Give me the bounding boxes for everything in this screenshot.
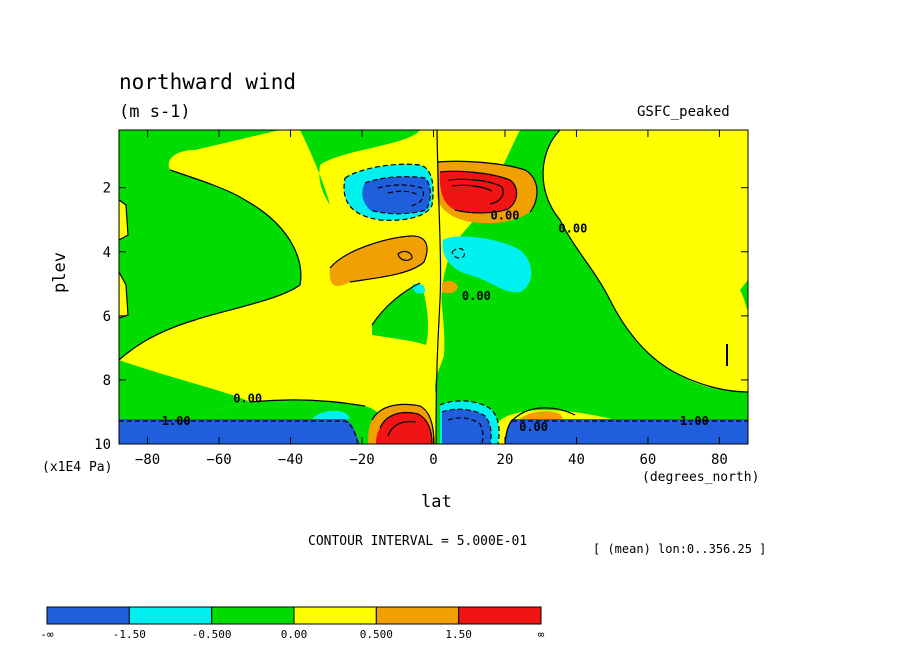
contour-line-west-edge-lower xyxy=(119,271,129,319)
dashed-contour-midlevel-north xyxy=(451,247,465,259)
contour-line-west-edge xyxy=(119,199,129,241)
y-tick-label: 10 xyxy=(94,437,111,453)
dashed-contour-surface xyxy=(119,420,748,444)
x-tick-label: −80 xyxy=(135,452,160,468)
contour-line-near-surface-south-2 xyxy=(379,411,433,444)
x-tick-label: 80 xyxy=(711,452,728,468)
region-orange-midlevel-south xyxy=(329,235,428,287)
colorbar-label: -1.50 xyxy=(113,628,146,641)
contour-label: 0.00 xyxy=(558,222,587,236)
contour-line-upper-north-2 xyxy=(436,160,538,213)
colorbar-label: 0.500 xyxy=(360,628,393,641)
x-tick-label: 40 xyxy=(568,452,585,468)
region-green-tropics-left xyxy=(300,130,420,205)
colorbar-label: -∞ xyxy=(40,628,54,641)
contour-label: 1.00 xyxy=(162,414,191,428)
region-red-near-surface-south xyxy=(376,412,432,444)
contour-zero-line-b xyxy=(542,130,748,393)
contour-line-upper-north-3 xyxy=(447,178,504,205)
colorbar-label: -0.500 xyxy=(192,628,232,641)
x-axis-units: (degrees_north) xyxy=(642,470,760,485)
dashed-contour-near-surface-north-3 xyxy=(447,417,484,444)
region-blue-upper-south xyxy=(362,176,431,214)
region-blue-surface-north xyxy=(505,419,748,444)
contour-zero-line-d xyxy=(249,399,366,407)
contour-line-upper-north-1 xyxy=(439,170,518,214)
contour-label: 0.00 xyxy=(462,289,491,303)
dashed-contour-upper-south-4 xyxy=(387,190,419,196)
contour-line-near-surface-south-1 xyxy=(371,403,435,444)
contour-lines xyxy=(119,130,748,444)
y-axis-label: plev xyxy=(50,252,70,293)
colorbar-swatch-red xyxy=(458,606,542,625)
dashed-contour-upper-south-1 xyxy=(343,163,434,221)
contour-label: 0.00 xyxy=(519,420,548,434)
region-orange-near-equator xyxy=(442,280,458,294)
contour-line-surface-30n xyxy=(504,407,576,444)
region-blue-surface-south xyxy=(119,419,360,444)
region-yellow-left-edge-lower xyxy=(119,272,128,318)
region-blue-near-surface-north xyxy=(442,409,492,444)
y-tick-label: 8 xyxy=(103,373,111,389)
x-axis-label: lat xyxy=(421,492,452,512)
y-tick-label: 4 xyxy=(103,245,111,261)
colorbar: -∞ -1.50 -0.500 0.00 0.500 1.50 ∞ xyxy=(40,606,545,641)
region-cyan-midlevel-north xyxy=(442,236,532,293)
x-tick-label: −60 xyxy=(206,452,231,468)
contour-zero-line-a xyxy=(435,130,442,444)
dashed-contour-upper-south-2 xyxy=(364,176,431,215)
contour-label: 0.00 xyxy=(233,391,262,405)
region-green-southern xyxy=(119,360,250,419)
field-regions xyxy=(119,130,748,444)
dashed-contour-upper-south-3 xyxy=(377,184,425,207)
region-cyan-small-south xyxy=(412,283,426,294)
contour-interval-text: CONTOUR INTERVAL = 5.000E-01 xyxy=(308,534,528,549)
region-green-northwest-corner xyxy=(119,130,301,360)
contour-label: 1.00 xyxy=(680,414,709,428)
contour-line-near-surface-south-3 xyxy=(387,420,417,437)
contour-label: 0.00 xyxy=(491,209,520,223)
contour-line-midlevel-south xyxy=(329,235,428,283)
dashed-contour-near-surface-north-2 xyxy=(441,408,492,444)
y-tick-label: 6 xyxy=(103,309,111,325)
chart-title: northward wind xyxy=(119,70,297,94)
region-red-upper-north xyxy=(439,171,517,213)
contour-labels: 0.00 0.00 0.00 0.00 0.00 1.00 1.00 xyxy=(162,209,709,434)
region-green-midtropics xyxy=(372,283,428,345)
model-label: GSFC_peaked xyxy=(637,104,730,120)
y-axis-units: (x1E4 Pa) xyxy=(42,460,113,475)
region-cyan-surface-south xyxy=(312,410,350,419)
x-tick-label: −40 xyxy=(278,452,303,468)
contour-line-small-loop xyxy=(397,250,413,261)
y-tick-label: 2 xyxy=(103,181,111,197)
x-tick-label: −20 xyxy=(349,452,374,468)
colorbar-label: 1.50 xyxy=(445,628,472,641)
dashed-contours xyxy=(119,163,748,444)
colorbar-swatch-orange xyxy=(375,606,460,625)
colorbar-swatch-cyan xyxy=(128,606,213,625)
contour-zero-line-c xyxy=(119,169,302,361)
x-tick-label: 20 xyxy=(497,452,514,468)
colorbar-label: 0.00 xyxy=(281,628,308,641)
mean-longitude-text: [ (mean) lon:0..356.25 ] xyxy=(593,542,767,556)
colorbar-swatch-blue xyxy=(46,606,130,625)
region-green-east-edge xyxy=(740,280,748,320)
colorbar-label: ∞ xyxy=(538,628,545,641)
colorbar-swatch-green xyxy=(211,606,295,625)
contour-zero-line-e xyxy=(371,282,421,326)
chart-units: (m s-1) xyxy=(119,102,191,122)
x-tick-label: 60 xyxy=(640,452,657,468)
region-yellow-east-pocket xyxy=(559,131,748,393)
colorbar-swatch-yellow xyxy=(293,606,377,625)
region-green-south-right xyxy=(200,399,392,444)
contour-line-upper-north-4 xyxy=(451,184,493,192)
axis-ticks: −80 −60 −40 −20 0 20 40 60 80 2 4 6 8 10 xyxy=(94,130,748,468)
x-tick-label: 0 xyxy=(429,452,437,468)
